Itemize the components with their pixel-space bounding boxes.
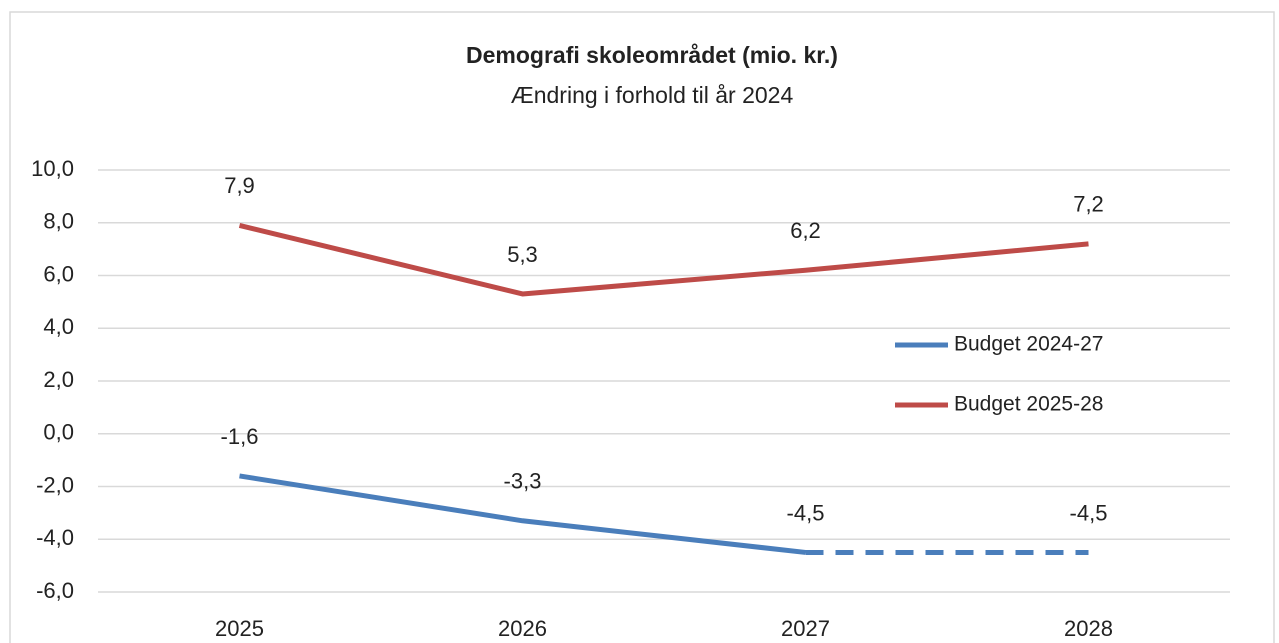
- y-tick-label: -2,0: [36, 472, 74, 497]
- data-label: 5,3: [507, 242, 538, 267]
- y-tick-label: 6,0: [43, 261, 74, 286]
- chart-subtitle: Ændring i forhold til år 2024: [511, 82, 794, 108]
- x-tick-label: 2025: [215, 616, 264, 641]
- y-tick-label: 10,0: [31, 156, 74, 181]
- data-label: 7,9: [224, 173, 255, 198]
- y-tick-label: -4,0: [36, 525, 74, 550]
- chart-title: Demografi skoleområdet (mio. kr.): [466, 42, 838, 68]
- y-tick-label: -6,0: [36, 578, 74, 603]
- legend-label: Budget 2025-28: [954, 393, 1103, 416]
- data-label: -4,5: [1070, 500, 1108, 525]
- x-tick-label: 2028: [1064, 616, 1113, 641]
- y-tick-label: 2,0: [43, 367, 74, 392]
- data-label: -4,5: [787, 500, 825, 525]
- y-tick-label: 8,0: [43, 209, 74, 234]
- line-series: [239, 473, 806, 555]
- data-label: -1,6: [221, 424, 259, 449]
- x-tick-label: 2026: [498, 616, 547, 641]
- x-tick-label: 2027: [781, 616, 830, 641]
- legend-label: Budget 2024-27: [954, 333, 1103, 356]
- data-label: 6,2: [790, 218, 821, 243]
- data-label: 7,2: [1073, 192, 1104, 217]
- y-tick-label: 0,0: [43, 420, 74, 445]
- data-label: -3,3: [504, 469, 542, 494]
- y-tick-label: 4,0: [43, 314, 74, 339]
- line-series: [238, 222, 1089, 297]
